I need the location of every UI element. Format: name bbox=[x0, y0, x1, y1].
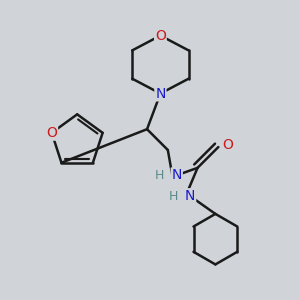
Text: N: N bbox=[155, 86, 166, 100]
Text: N: N bbox=[185, 189, 195, 203]
Text: O: O bbox=[155, 28, 166, 43]
Text: O: O bbox=[46, 126, 57, 140]
Text: N: N bbox=[172, 168, 182, 182]
Text: H: H bbox=[169, 190, 178, 202]
Text: H: H bbox=[155, 169, 164, 182]
Text: O: O bbox=[222, 138, 233, 152]
